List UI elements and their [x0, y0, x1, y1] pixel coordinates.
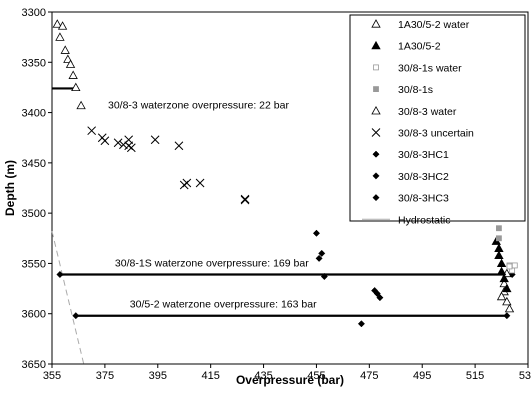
x-tick-label: 495: [413, 370, 431, 382]
legend-marker: [371, 19, 381, 28]
data-point: [150, 135, 160, 145]
data-point: [124, 135, 134, 145]
legend-label: 30/8-1s: [398, 84, 433, 96]
data-point: [357, 320, 365, 328]
y-tick-label: 3300: [22, 7, 46, 19]
legend: 1A30/5-2 water 1A30/5-2 30/8-1s water 30/8-…: [349, 14, 526, 226]
hydrostatic-series: [51, 231, 85, 365]
data-point: [312, 229, 320, 237]
data-point: [87, 126, 97, 136]
legend-marker: [373, 86, 379, 92]
data-point: [506, 263, 513, 270]
data-point: [315, 254, 323, 262]
hydrostatic-line: [51, 231, 85, 365]
legend-label: 30/8-3HC3: [398, 193, 449, 205]
data-point: [182, 178, 192, 188]
data-point: [496, 225, 502, 232]
overpressure-label: 30/5-2 waterzone overpressure: 163 bar: [130, 299, 317, 311]
x-tick-label: 535: [519, 370, 531, 382]
y-axis-label: Depth (m): [3, 160, 17, 216]
y-tick-label: 3550: [22, 258, 46, 270]
data-point: [113, 138, 123, 148]
overpressure-line-end: [503, 312, 511, 320]
y-axis-ticks: 3300 3350 3400 3450 3500 3550 3600 3650: [22, 7, 52, 371]
data-point: [65, 59, 76, 68]
data-point: [496, 266, 507, 276]
x-tick-label: 475: [360, 370, 378, 382]
x-axis-label: Overpressure (bar): [236, 373, 344, 387]
legend-label: Hydrostatic: [398, 214, 451, 226]
data-point: [76, 100, 86, 110]
legend-marker: [373, 64, 379, 71]
data-point: [376, 294, 384, 302]
legend-marker: [372, 194, 380, 202]
data-point: [240, 194, 250, 204]
legend-label: 1A30/5-2 water: [398, 19, 470, 31]
legend-label: 1A30/5-2: [398, 41, 441, 53]
y-tick-label: 3650: [22, 359, 46, 371]
legend-marker: [371, 40, 381, 50]
data-point: [496, 258, 507, 268]
overpressure-line-end: [56, 270, 64, 279]
overpressure-lines: 30/8-3 waterzone overpressure: 22 bar 30/…: [52, 87, 516, 320]
data-point: [318, 249, 326, 257]
data-point: [55, 32, 65, 41]
x-tick-label: 395: [149, 370, 167, 382]
x-tick-label: 415: [201, 370, 219, 382]
x-axis-ticks: 355 375 395 415 435 455 475 495 515 535: [43, 364, 531, 382]
legend-label: 30/8-3 uncertain: [398, 128, 474, 140]
legend-label: 30/8-3 water: [398, 106, 457, 118]
data-points: [52, 19, 518, 328]
y-tick-label: 3450: [22, 158, 46, 170]
legend-label: 30/8-3HC2: [398, 171, 449, 183]
x-tick-label: 355: [43, 370, 61, 382]
data-point: [52, 19, 62, 28]
data-point: [496, 235, 502, 242]
legend-label: 30/8-3HC1: [398, 149, 449, 161]
data-point: [126, 143, 136, 153]
overpressure-label: 30/8-1S waterzone overpressure: 169 bar: [115, 257, 309, 269]
y-tick-label: 3500: [22, 208, 46, 220]
data-point: [502, 283, 512, 293]
data-point: [499, 273, 509, 283]
y-tick-label: 3400: [22, 108, 46, 120]
data-point: [320, 272, 328, 281]
legend-label: 30/8-1s water: [398, 62, 462, 74]
legend-marker: [371, 105, 381, 115]
x-tick-label: 455: [307, 370, 325, 382]
data-point: [195, 178, 205, 188]
data-point: [504, 303, 515, 313]
y-tick-label: 3600: [22, 309, 46, 321]
data-point: [68, 70, 78, 79]
x-tick-label: 375: [96, 370, 114, 382]
overpressure-label: 30/8-3 waterzone overpressure: 22 bar: [108, 100, 289, 112]
y-tick-label: 3350: [22, 57, 46, 69]
legend-marker: [372, 150, 380, 158]
legend-box: [349, 14, 526, 222]
data-point: [174, 141, 184, 151]
data-point: [494, 250, 504, 259]
overpressure-line-end: [72, 312, 80, 320]
data-point: [511, 262, 518, 269]
legend-marker: [372, 172, 380, 180]
x-tick-label: 515: [466, 370, 484, 382]
data-point: [57, 21, 68, 30]
x-tick-label: 435: [254, 370, 272, 382]
data-point: [496, 291, 507, 301]
data-point: [502, 296, 512, 306]
data-point: [240, 195, 250, 205]
legend-marker: [371, 128, 381, 137]
data-point: [60, 45, 70, 54]
data-point: [100, 136, 110, 146]
data-point: [71, 82, 81, 92]
